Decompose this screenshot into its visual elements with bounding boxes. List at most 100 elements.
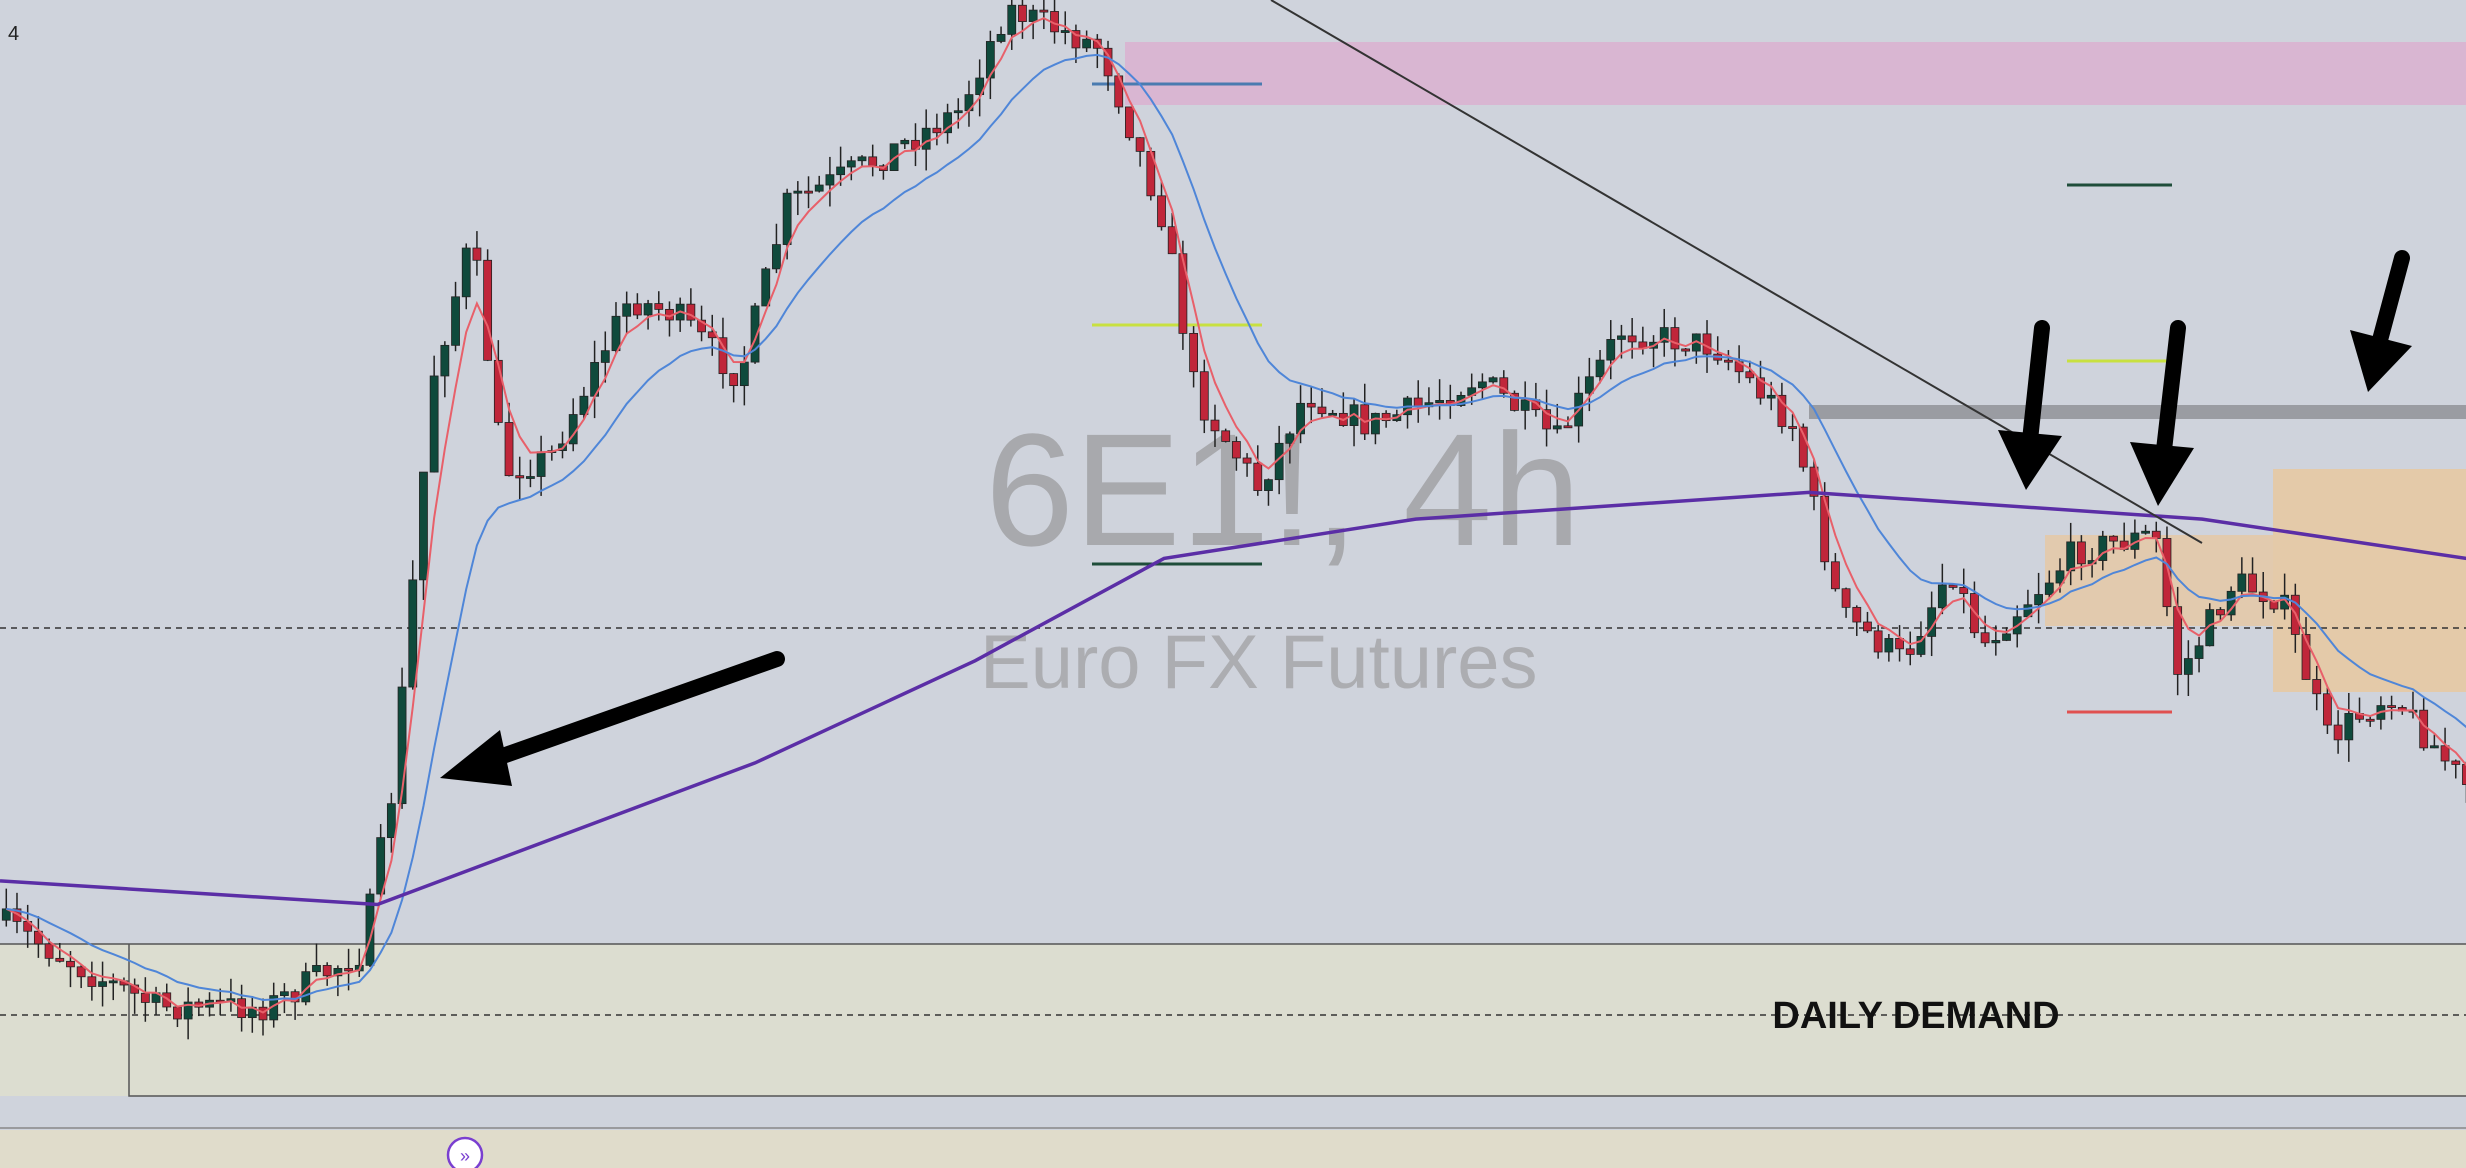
candle-body: [1681, 348, 1691, 352]
candle-body: [1798, 426, 1808, 468]
candle-body: [622, 303, 632, 317]
candle-body: [600, 350, 610, 363]
candle-body: [1724, 359, 1733, 363]
candle-body: [44, 943, 54, 959]
candle-body: [2216, 609, 2225, 616]
candle-body: [2344, 713, 2354, 741]
candle-body: [1873, 630, 1883, 653]
candle-body: [1627, 335, 1637, 343]
candle-body: [729, 373, 739, 387]
candle-body: [761, 268, 771, 307]
candle-body: [1884, 638, 1894, 653]
candle-body: [526, 476, 535, 479]
candle-body: [943, 112, 952, 134]
candle-body: [1488, 377, 1498, 383]
candle-body: [1167, 226, 1177, 255]
candle-body: [397, 686, 407, 805]
candle-body: [1948, 584, 1958, 588]
candle-body: [739, 361, 749, 387]
candle-body: [76, 966, 86, 978]
candle-body: [921, 127, 931, 150]
candle-body: [376, 837, 386, 895]
replay-icon: »: [460, 1146, 470, 1166]
replay-button[interactable]: [446, 1136, 484, 1168]
candle-body: [2066, 541, 2076, 572]
candle-body: [643, 303, 653, 316]
candle-body: [386, 803, 396, 839]
candle-body: [2162, 538, 2172, 608]
candle-body: [1, 908, 11, 921]
candle-body: [1863, 621, 1872, 632]
arrow-head: [2130, 442, 2194, 506]
candle-body: [1499, 377, 1509, 394]
candle-body: [1991, 640, 2001, 644]
candle-body: [1221, 430, 1231, 442]
candle-body: [279, 991, 289, 996]
candle-body: [2109, 535, 2118, 542]
candle-body: [1905, 648, 1915, 655]
candle-body: [1959, 587, 1969, 594]
candle-body: [814, 184, 824, 192]
candle-body: [793, 190, 803, 194]
candle-body: [1381, 412, 1391, 422]
candle-body: [1039, 9, 1049, 13]
candle-body: [108, 980, 118, 984]
candle-body: [2365, 718, 2375, 722]
arrow-head: [1998, 430, 2062, 490]
candle-body: [1937, 584, 1947, 609]
candle-body: [322, 965, 332, 977]
candle-body: [996, 33, 1006, 42]
candle-body: [868, 156, 878, 167]
candle-body: [98, 981, 107, 987]
candle-body: [87, 976, 97, 987]
candle-body: [825, 174, 835, 186]
candle-body: [1210, 419, 1220, 432]
candle-body: [1916, 636, 1926, 655]
candle-body: [1092, 38, 1102, 49]
candle-body: [2237, 573, 2247, 592]
candle-body: [140, 992, 150, 1003]
candle-body: [1542, 409, 1551, 430]
candle-body: [932, 127, 942, 134]
candle-body: [1264, 479, 1273, 491]
candle-body: [1830, 561, 1840, 590]
candle-body: [55, 957, 65, 962]
arrows: [440, 250, 2412, 786]
candle-body: [1477, 381, 1487, 389]
candle-body: [985, 41, 995, 79]
candle-body: [1617, 335, 1626, 340]
candle-body: [2387, 705, 2396, 708]
candle-body: [1007, 4, 1017, 35]
candle-body: [2280, 594, 2290, 610]
candle-body: [1189, 332, 1198, 373]
arrow-head: [2350, 330, 2412, 392]
candle-body: [1563, 425, 1573, 429]
candle-body: [857, 156, 867, 162]
supply-zone: [1125, 42, 2466, 105]
candle-body: [1328, 412, 1338, 416]
candle-body: [408, 579, 418, 688]
candle-body: [2205, 609, 2215, 647]
candle-body: [1788, 426, 1797, 429]
candle-body: [1199, 371, 1209, 421]
candle-body: [750, 305, 760, 363]
arrow: [2022, 320, 2050, 448]
gray-level: [1809, 405, 2466, 419]
candle-body: [2098, 535, 2108, 561]
candle-body: [2055, 570, 2065, 584]
candle-body: [1285, 433, 1295, 444]
candle-body: [365, 893, 375, 966]
candle-body: [1777, 394, 1787, 427]
candle-body: [1670, 327, 1680, 350]
candle-body: [1296, 402, 1305, 435]
candle-body: [1231, 441, 1241, 459]
candle-body: [419, 471, 428, 581]
header-text: 4: [8, 23, 19, 45]
candle-body: [2141, 530, 2150, 534]
candle-body: [1766, 394, 1776, 399]
candle-body: [451, 296, 460, 346]
candle-body: [312, 965, 321, 973]
candle-body: [483, 259, 493, 361]
